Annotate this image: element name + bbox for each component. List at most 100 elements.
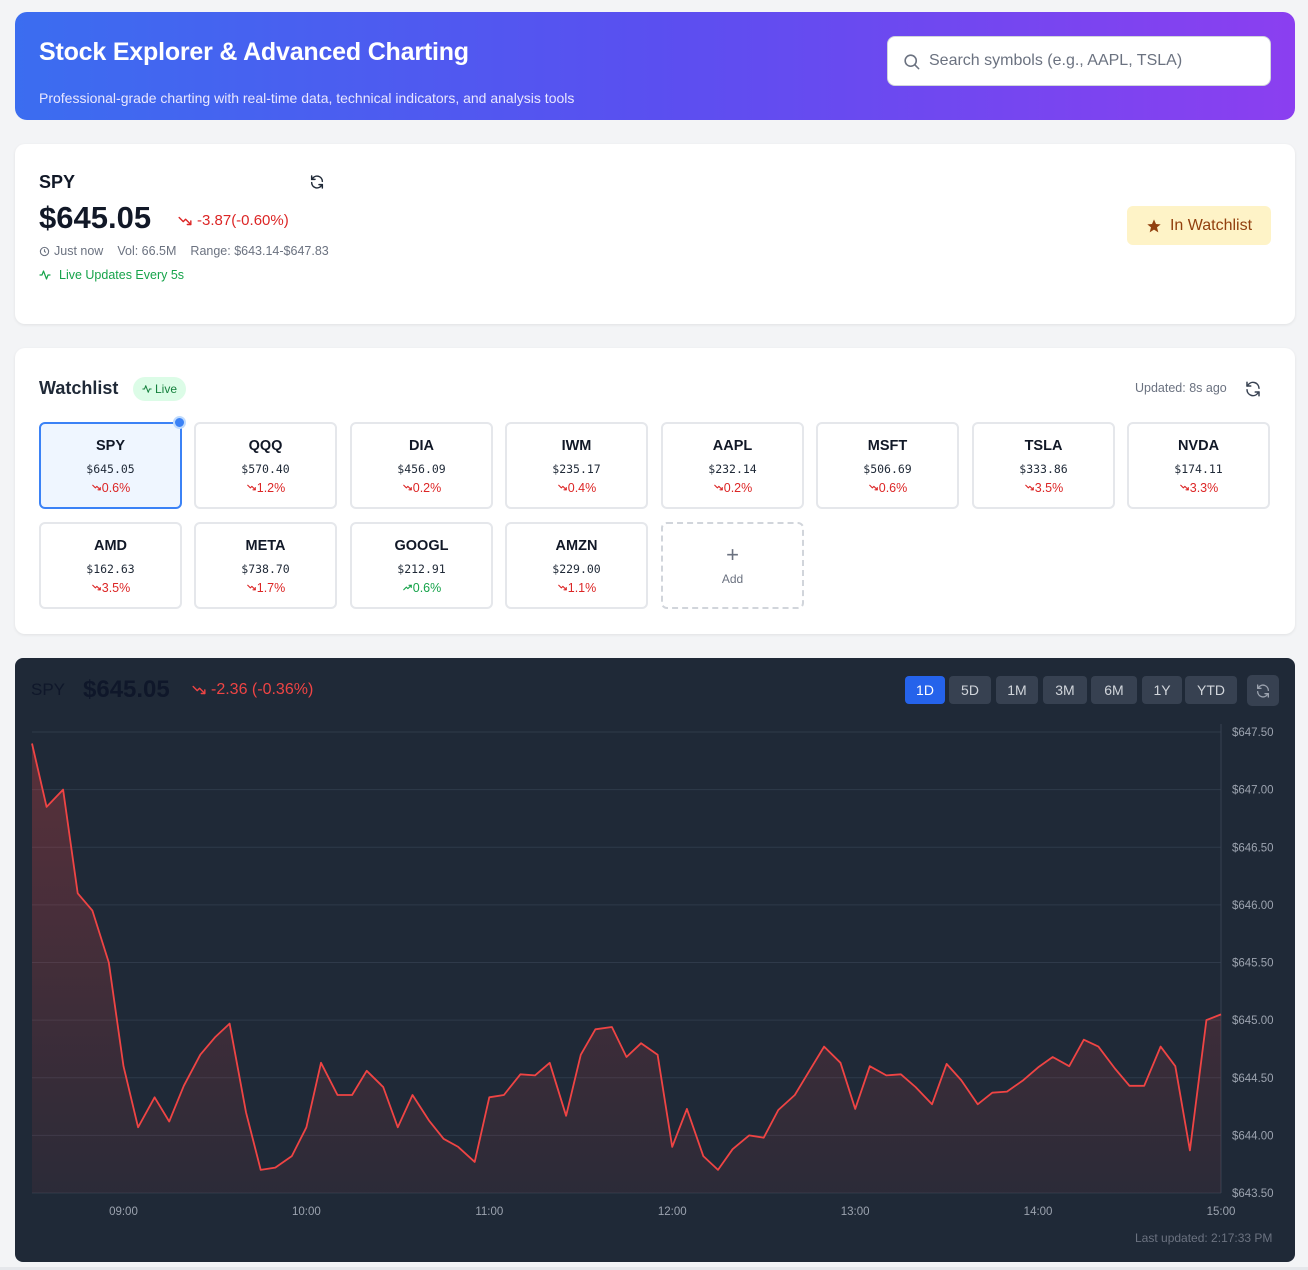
watchlist-change-value: 3.3% (1189, 481, 1219, 495)
plus-icon: + (726, 542, 739, 567)
y-tick-label: $646.50 (1232, 842, 1274, 854)
watchlist-item-qqq[interactable]: QQQ $570.40 1.2% (194, 422, 337, 509)
x-tick-label: 13:00 (841, 1206, 870, 1218)
chart-price: $645.05 (83, 676, 170, 703)
watchlist-item-dia[interactable]: DIA $456.09 0.2% (350, 422, 493, 509)
watchlist-change: 3.5% (41, 581, 180, 595)
watchlist-change-value: 3.5% (101, 581, 131, 595)
quote-time-label: Just now (54, 244, 104, 258)
watchlist-item-nvda[interactable]: NVDA $174.11 3.3% (1127, 422, 1270, 509)
watchlist-symbol: AMD (93, 538, 128, 554)
chart-symbol: SPY (31, 680, 66, 699)
x-tick-label: 12:00 (658, 1206, 687, 1218)
page-bottom-divider (0, 1267, 1308, 1270)
watchlist-change-value: 1.1% (567, 581, 597, 595)
trending-down-icon (91, 484, 101, 491)
timeframe-3m[interactable]: 3M (1043, 676, 1087, 704)
watchlist-symbol: MSFT (867, 438, 908, 454)
refresh-icon[interactable] (309, 174, 325, 190)
timeframe-6m[interactable]: 6M (1091, 676, 1137, 704)
watchlist-symbol: AAPL (712, 438, 753, 454)
watchlist-price: $506.69 (863, 462, 912, 476)
trending-down-icon (246, 584, 256, 591)
watchlist-change: 0.4% (507, 481, 646, 495)
watchlist-item-tsla[interactable]: TSLA $333.86 3.5% (972, 422, 1115, 509)
watchlist-price: $162.63 (86, 562, 135, 576)
watchlist-title: Watchlist (39, 378, 119, 398)
watchlist-price: $738.70 (241, 562, 290, 576)
watchlist-symbol: QQQ (248, 438, 283, 454)
timeframe-5d[interactable]: 5D (949, 676, 991, 704)
search-box[interactable] (887, 36, 1271, 86)
add-label: Add (721, 572, 744, 586)
watchlist-item-amd[interactable]: AMD $162.63 3.5% (39, 522, 182, 609)
x-tick-label: 11:00 (475, 1206, 503, 1218)
trending-up-icon (402, 584, 412, 591)
timeframe-1y[interactable]: 1Y (1142, 676, 1182, 704)
watchlist-change-value: 0.6% (101, 481, 131, 495)
watchlist-price: $645.05 (86, 462, 135, 476)
chart-refresh-button[interactable] (1247, 675, 1279, 706)
watchlist-change: 1.7% (196, 581, 335, 595)
star-icon (1147, 218, 1161, 232)
last-updated: Last updated: 2:17:33 PM (1135, 1231, 1273, 1245)
page-title: Stock Explorer & Advanced Charting (39, 38, 469, 66)
watchlist-symbol: GOOGL (394, 538, 449, 554)
y-tick-label: $647.50 (1232, 727, 1274, 739)
watchlist-change: 0.6% (352, 581, 491, 595)
price-chart[interactable]: $647.50 $647.00 $646.50 $646.00 $645.50 $645.… (15, 658, 1295, 1262)
add-symbol-button[interactable]: + Add (661, 522, 804, 609)
watchlist-change: 1.2% (196, 481, 335, 495)
search-icon (904, 53, 920, 69)
timeframe-ytd[interactable]: YTD (1185, 676, 1237, 704)
watchlist-change-value: 0.4% (567, 481, 597, 495)
quote-card: SPY $645.05 -3.87(-0.60%) Just now Vol: … (15, 144, 1295, 324)
watchlist-updated: Updated: 8s ago (1135, 381, 1227, 395)
search-input[interactable] (929, 52, 1249, 70)
trending-down-icon (868, 484, 878, 491)
watchlist-price: $232.14 (708, 462, 757, 476)
x-tick-label: 14:00 (1024, 1206, 1053, 1218)
watchlist-symbol: TSLA (1024, 438, 1063, 454)
watchlist-change: 1.1% (507, 581, 646, 595)
chart-change-value: -2.36 (-0.36%) (211, 681, 314, 698)
refresh-icon[interactable] (1244, 380, 1262, 398)
watchlist-symbol: NVDA (1177, 438, 1220, 454)
watchlist-symbol: META (245, 538, 286, 554)
watchlist-price: $212.91 (397, 562, 446, 576)
live-badge-label: Live (155, 382, 178, 396)
y-tick-label: $643.50 (1232, 1188, 1274, 1200)
watchlist-change-value: 0.2% (412, 481, 442, 495)
trending-down-icon (1024, 484, 1034, 491)
live-updates-label: Live Updates Every 5s (59, 268, 185, 282)
watchlist-price: $570.40 (241, 462, 290, 476)
watchlist-symbol: DIA (409, 438, 434, 454)
timeframe-1d[interactable]: 1D (905, 676, 945, 704)
active-indicator-dot (173, 416, 186, 429)
in-watchlist-button[interactable]: In Watchlist (1127, 206, 1271, 245)
watchlist-price: $333.86 (1019, 462, 1068, 476)
watchlist-item-googl[interactable]: GOOGL $212.91 0.6% (350, 522, 493, 609)
watchlist-item-meta[interactable]: META $738.70 1.7% (194, 522, 337, 609)
watchlist-change: 0.2% (663, 481, 802, 495)
activity-icon (39, 270, 51, 280)
y-tick-label: $644.50 (1232, 1073, 1274, 1085)
trending-down-icon (192, 685, 206, 695)
watchlist-card: Watchlist Live Updated: 8s ago SPY $645.0… (15, 348, 1295, 634)
watchlist-item-iwm[interactable]: IWM $235.17 0.4% (505, 422, 648, 509)
timeframe-1m[interactable]: 1M (996, 676, 1038, 704)
watchlist-change-value: 3.5% (1034, 481, 1064, 495)
x-tick-label: 09:00 (109, 1206, 138, 1218)
trending-down-icon (178, 216, 192, 225)
trending-down-icon (557, 484, 567, 491)
watchlist-item-amzn[interactable]: AMZN $229.00 1.1% (505, 522, 648, 609)
watchlist-change: 3.5% (974, 481, 1113, 495)
live-badge: Live (133, 377, 187, 401)
watchlist-item-aapl[interactable]: AAPL $232.14 0.2% (661, 422, 804, 509)
refresh-icon (1257, 683, 1269, 698)
watchlist-change-value: 0.6% (878, 481, 908, 495)
watchlist-item-msft[interactable]: MSFT $506.69 0.6% (816, 422, 959, 509)
watchlist-item-spy[interactable]: SPY $645.05 0.6% (39, 422, 182, 509)
watchlist-price: $174.11 (1174, 462, 1223, 476)
watchlist-change-value: 0.2% (723, 481, 753, 495)
